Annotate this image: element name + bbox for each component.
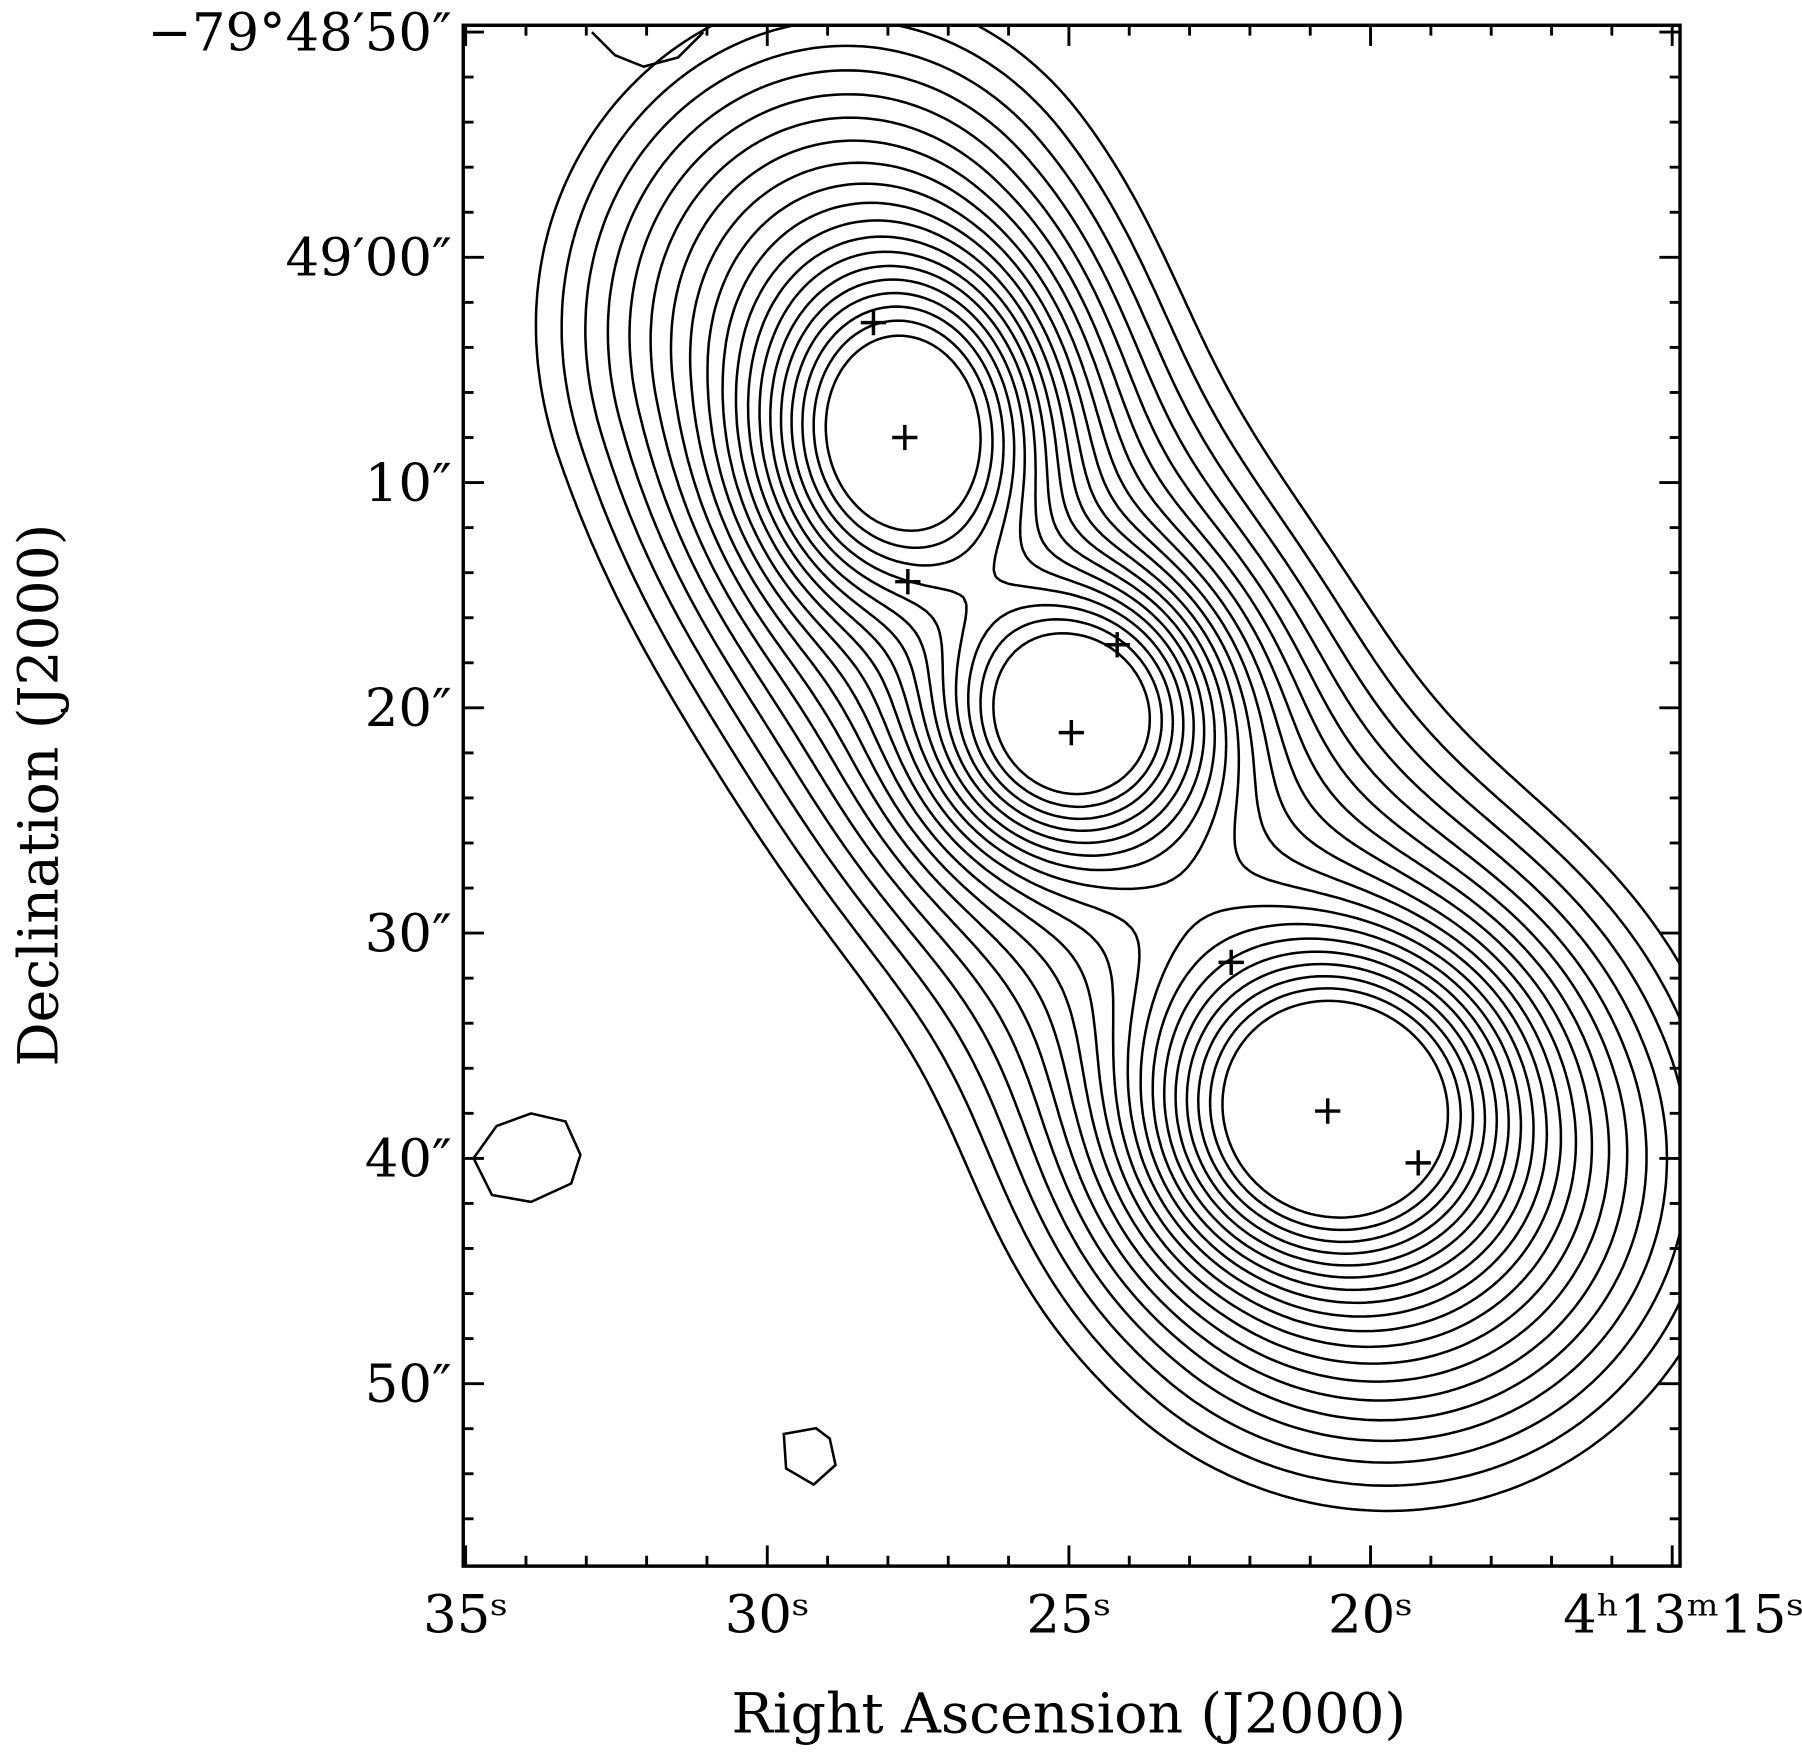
y-tick-label: 50″	[365, 1354, 452, 1415]
y-tick-label: −79°48′50″	[148, 2, 452, 63]
contour	[746, 235, 1535, 1305]
contour	[812, 319, 1463, 1232]
contour	[560, 25, 1681, 1487]
marker	[1315, 1098, 1341, 1124]
contour	[824, 334, 1450, 1219]
contour	[790, 291, 1487, 1255]
marker	[895, 569, 921, 595]
marker	[1218, 949, 1244, 976]
contour	[669, 139, 1611, 1383]
x-tick-label: 35ˢ	[423, 1585, 508, 1646]
marker	[1104, 632, 1130, 658]
contour	[688, 161, 1594, 1365]
contour	[779, 278, 1499, 1267]
contour	[801, 305, 1475, 1244]
x-tick-label: 25ˢ	[1026, 1585, 1111, 1646]
y-tick-label: 40″	[365, 1129, 452, 1190]
contour	[721, 201, 1563, 1333]
marker	[892, 424, 918, 451]
y-tick-label: 20″	[365, 678, 452, 739]
y-tick-label: 30″	[365, 903, 452, 964]
contour	[628, 93, 1648, 1422]
contour	[769, 264, 1510, 1279]
x-tick-label: 20ˢ	[1328, 1585, 1413, 1646]
contours	[472, 25, 1681, 1513]
contour	[584, 44, 1681, 1464]
y-tick-label: 49′00″	[285, 228, 451, 289]
contour	[734, 219, 1549, 1318]
contour-island	[782, 1426, 837, 1487]
contour	[706, 182, 1578, 1349]
y-tick-label: 10″	[365, 453, 452, 514]
contour	[606, 69, 1669, 1443]
contour-island	[472, 1112, 582, 1204]
marker	[1405, 1150, 1431, 1176]
plot-frame	[461, 23, 1682, 1568]
marker	[1058, 719, 1084, 746]
y-axis-label: Declination (J2000)	[8, 524, 72, 1067]
x-tick-label: 30ˢ	[725, 1585, 810, 1646]
contour-island	[591, 31, 705, 68]
x-tick-label: 4ʰ13ᵐ15ˢ	[1563, 1585, 1802, 1646]
marker	[860, 309, 887, 336]
contour	[534, 25, 1681, 1513]
x-axis-label: Right Ascension (J2000)	[732, 1683, 1406, 1747]
contour	[649, 116, 1629, 1402]
contour	[758, 250, 1523, 1292]
